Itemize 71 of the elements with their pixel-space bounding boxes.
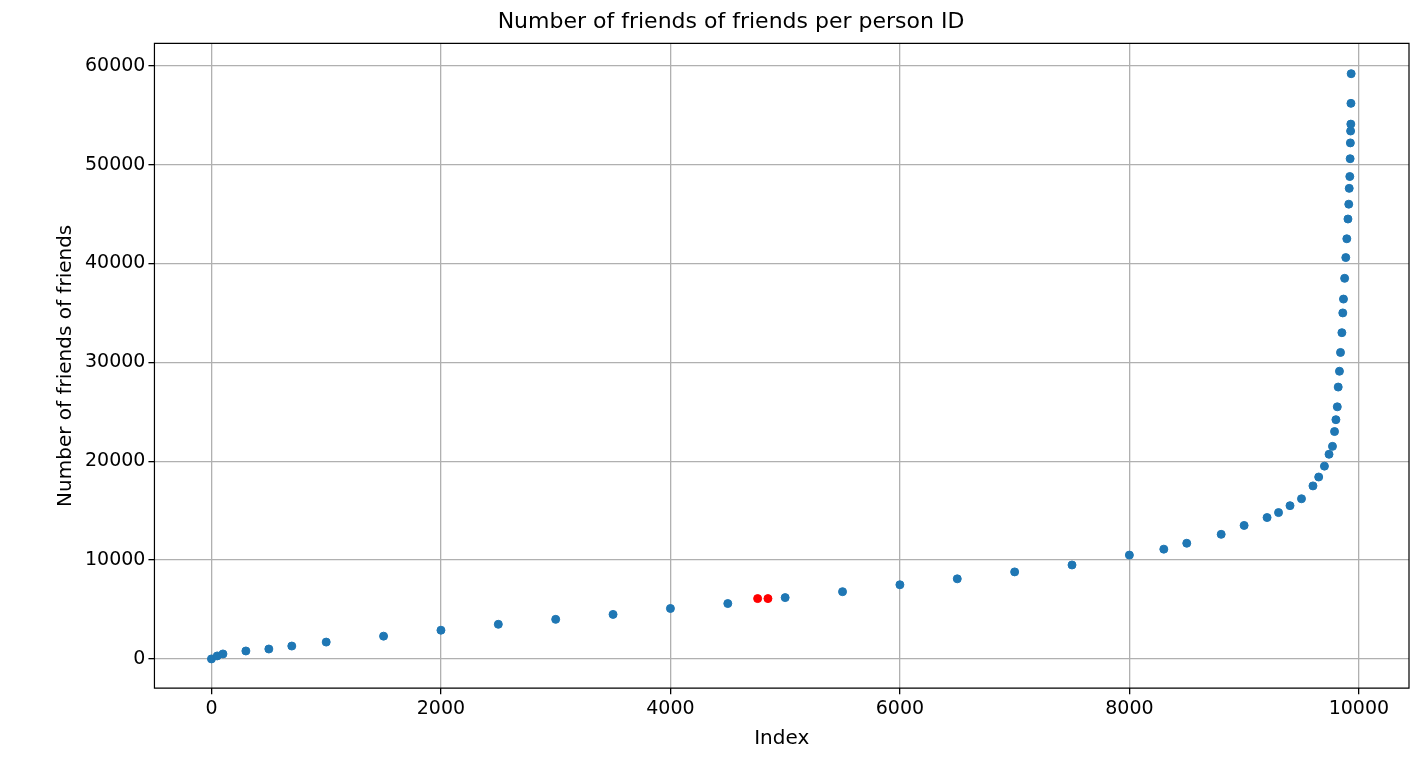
point	[1338, 308, 1348, 318]
point	[1010, 567, 1020, 577]
point	[436, 625, 446, 635]
point	[1067, 560, 1077, 570]
chart-title: Number of friends of friends per person ID	[497, 7, 965, 33]
point	[838, 587, 848, 597]
y-tick-label: 10000	[84, 546, 146, 569]
x-tick-label: 0	[205, 695, 218, 718]
point	[1159, 544, 1169, 554]
point	[493, 619, 503, 629]
y-tick-label: 20000	[84, 448, 146, 471]
point	[1336, 347, 1345, 357]
point	[753, 594, 763, 604]
x-tick-label: 10000	[1328, 695, 1390, 718]
point	[1346, 98, 1356, 108]
point	[952, 574, 962, 584]
point	[665, 603, 675, 613]
point	[551, 614, 561, 624]
point	[1314, 472, 1324, 482]
point	[1296, 494, 1306, 504]
y-tick-label: 50000	[84, 151, 146, 174]
point	[1239, 520, 1249, 530]
point	[321, 637, 331, 647]
point	[1330, 427, 1340, 437]
y-axis-title: Number of friends of friends	[52, 224, 77, 507]
point	[1334, 366, 1344, 376]
point	[1182, 538, 1192, 548]
point	[1341, 253, 1351, 263]
point	[1337, 328, 1347, 338]
y-tick-label: 40000	[84, 250, 146, 273]
point	[1344, 183, 1354, 193]
point	[287, 641, 297, 651]
point	[1343, 214, 1353, 224]
point	[1332, 402, 1342, 412]
point	[1274, 508, 1284, 518]
point	[1216, 529, 1226, 539]
point	[1345, 138, 1355, 148]
x-tick-label: 6000	[875, 695, 925, 718]
point	[1331, 415, 1341, 425]
point	[723, 599, 733, 609]
point	[1340, 273, 1350, 283]
y-tick-label: 30000	[84, 349, 146, 372]
y-tick-label: 60000	[84, 52, 146, 75]
point	[1262, 513, 1272, 523]
point	[1345, 154, 1355, 164]
point	[1285, 501, 1295, 511]
point	[1308, 481, 1318, 491]
point	[379, 631, 389, 641]
point	[1345, 172, 1355, 181]
point	[1342, 234, 1352, 244]
point	[1338, 294, 1348, 304]
point	[264, 644, 274, 654]
point	[1324, 449, 1334, 459]
point	[895, 580, 905, 590]
x-tick-label: 8000	[1105, 695, 1154, 718]
point	[608, 609, 618, 619]
point	[218, 649, 228, 659]
x-tick-label: 2000	[416, 695, 466, 718]
x-tick-label: 4000	[646, 695, 695, 718]
point	[1124, 550, 1134, 560]
point	[780, 593, 790, 603]
point	[1333, 382, 1343, 392]
point	[763, 594, 773, 604]
point	[1346, 69, 1356, 79]
point	[241, 646, 251, 656]
point	[1346, 119, 1356, 129]
x-axis-title: Index	[754, 725, 810, 750]
point	[1319, 461, 1329, 471]
y-tick-label: 0	[133, 645, 146, 668]
point	[1344, 199, 1354, 209]
point	[1327, 441, 1337, 451]
